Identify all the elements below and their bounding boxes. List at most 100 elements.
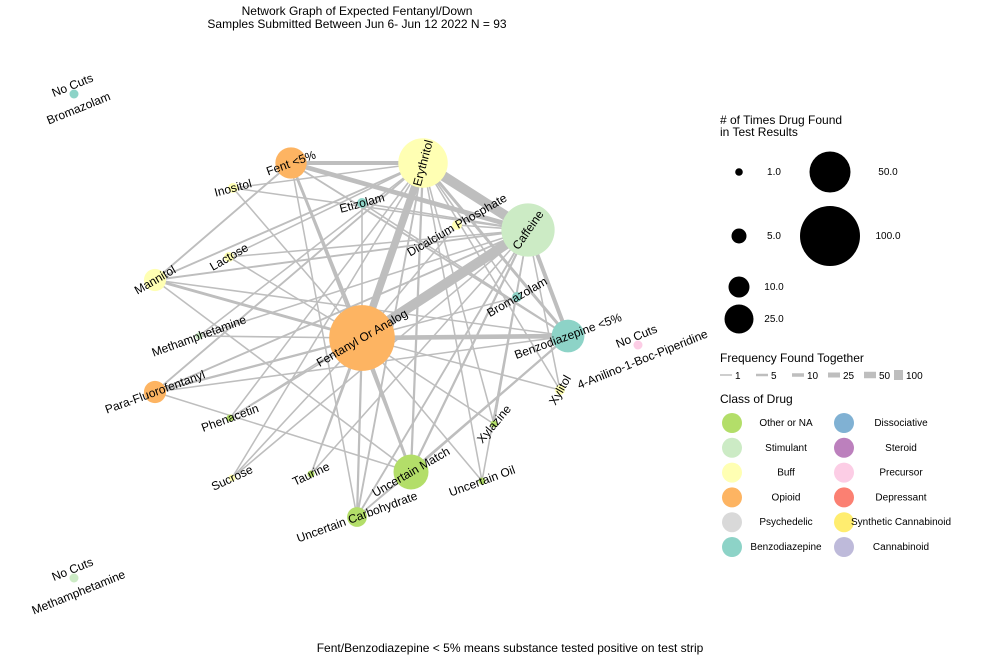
edge-paraf-erythritol <box>154 162 424 393</box>
edge-legend-label-50: 50 <box>879 371 891 382</box>
node-layer <box>69 89 643 583</box>
edge-taurine-caffeine <box>310 229 529 475</box>
edge-legend-label-1: 1 <box>735 371 741 382</box>
class-legend-label-depressant: Depressant <box>875 492 926 503</box>
edge-fentanyl-paraf <box>153 336 364 394</box>
node-inositol <box>228 183 238 193</box>
chart-title: Network Graph of Expected Fentanyl/Down <box>242 4 473 18</box>
class-legend-keys: Other or NA Stimulant Buff Opioid Psychedeli… <box>722 413 951 557</box>
edge-sucrose-erythritol <box>231 162 424 479</box>
edge-fent5-unccarb <box>290 162 358 518</box>
edge-mannitol-erythritol <box>154 162 424 281</box>
node-sucrose <box>228 474 236 482</box>
class-legend-swatch-steroid <box>834 437 854 458</box>
class-legend-swatch-dissociative <box>834 413 854 433</box>
size-legend-keys: 1.0 5.0 10.0 25.0 50.0 100.0 <box>724 151 901 334</box>
edge-uncmatch-caffeine <box>409 228 530 474</box>
size-legend-dot-25-0 <box>724 304 754 334</box>
size-legend-label-100-0: 100.0 <box>875 231 900 242</box>
node-fent-5 <box>275 147 307 179</box>
size-legend-label-5-0: 5.0 <box>767 231 781 242</box>
edge-fent5-caffeine <box>288 160 531 233</box>
class-legend-label-steroid: Steroid <box>885 443 917 454</box>
node-dicalcium-phosphate <box>452 220 462 230</box>
node-uncertain-oil <box>478 477 486 485</box>
size-legend-dot-10-0 <box>728 276 750 298</box>
size-legend-dot-1-0 <box>735 168 743 176</box>
edge-fentanyl-mannitol <box>153 278 364 340</box>
class-legend-swatch-other-or-na <box>722 413 742 433</box>
edge-lactose-erythritol <box>228 162 424 258</box>
node-no-cuts-methamphetamine <box>69 573 79 583</box>
edge-legend-label-25: 25 <box>843 371 855 382</box>
size-legend-dot-50-0 <box>809 151 851 193</box>
edge-inositol-caffeine <box>232 187 529 231</box>
class-legend-swatch-opioid <box>722 487 742 508</box>
edge-inositol-erythritol <box>232 162 424 189</box>
edge-inositol-fentanyl <box>232 187 363 339</box>
node-erythritol <box>398 138 448 188</box>
class-legend-label-precursor: Precursor <box>879 468 923 479</box>
edge-meth-caffeine <box>198 229 529 337</box>
edge-legend-label-100: 100 <box>906 371 923 382</box>
class-legend-label-buff: Buff <box>777 468 795 479</box>
node-etizolam <box>357 198 367 208</box>
node-para-fluorofentanyl <box>143 380 167 404</box>
class-legend-label-benzodiazepine: Benzodiazepine <box>750 542 822 553</box>
class-legend-swatch-synthetic-cannabinoid <box>834 512 854 533</box>
node-lactose <box>224 252 234 262</box>
edge-xylazine-caffeine <box>493 229 529 425</box>
node-uncertain-match <box>393 454 429 490</box>
node-benzodiazepine-5 <box>551 319 585 353</box>
edge-bromazolam-erythritol <box>422 162 518 298</box>
edge-fent5-benzo5 <box>290 162 569 337</box>
node-xylazine <box>490 420 498 428</box>
class-legend-label-synthetic-cannabinoid: Synthetic Cannabinoid <box>851 517 951 528</box>
node-bromazolam <box>512 292 522 302</box>
edge-legend-title: Frequency Found Together <box>720 351 864 365</box>
node-uncertain-carbohydrate <box>347 507 367 527</box>
size-legend-dot-5-0 <box>731 228 747 244</box>
size-legend-label-10-0: 10.0 <box>764 282 784 293</box>
class-legend-swatch-benzodiazepine <box>722 537 742 557</box>
edge-legend-label-10: 10 <box>807 371 819 382</box>
node-mannitol <box>143 268 167 292</box>
size-legend-label-1-0: 1.0 <box>767 167 781 178</box>
node-xylitol <box>555 385 565 395</box>
node-no-cuts-bromazolam <box>69 89 79 99</box>
edge-mannitol-caffeine <box>154 229 529 281</box>
edge-xylitol-erythritol <box>422 162 561 391</box>
chart-subtitle: Samples Submitted Between Jun 6- Jun 12 … <box>207 17 507 31</box>
class-legend-swatch-depressant <box>834 487 854 508</box>
class-legend-swatch-precursor <box>834 462 854 483</box>
size-legend-label-25-0: 25.0 <box>764 314 784 325</box>
edge-unccarb-caffeine <box>356 229 529 518</box>
class-legend-title: Class of Drug <box>720 392 793 406</box>
size-legend-dot-100-0 <box>800 206 860 266</box>
edge-legend-keys: 1 5 10 25 50 100 <box>720 370 923 382</box>
edge-paraf-caffeine <box>154 229 529 393</box>
class-legend-label-dissociative: Dissociative <box>874 418 928 429</box>
size-legend-title: # of Times Drug Found <box>720 113 842 127</box>
class-legend-label-psychedelic: Psychedelic <box>759 517 812 528</box>
class-legend-swatch-cannabinoid <box>834 537 854 557</box>
class-legend-swatch-buff <box>722 462 742 483</box>
class-legend-swatch-psychedelic <box>722 512 742 533</box>
class-legend-label-opioid: Opioid <box>772 492 801 503</box>
class-legend-swatch-stimulant <box>722 437 742 458</box>
legend: # of Times Drug Found in Test Results 1.… <box>720 113 951 557</box>
node-methamphetamine <box>195 332 203 340</box>
class-legend-label-cannabinoid: Cannabinoid <box>873 542 929 553</box>
edge-etizolam-caffeine <box>361 202 529 231</box>
node-phenacetin <box>226 414 234 422</box>
size-legend-label-50-0: 50.0 <box>878 167 898 178</box>
class-legend-label-stimulant: Stimulant <box>765 443 807 454</box>
size-legend-title-2: in Test Results <box>720 125 798 139</box>
edge-mannitol-uncmatch <box>154 279 412 473</box>
edge-legend-key-100 <box>894 370 903 380</box>
class-legend-label-other-or-na: Other or NA <box>759 418 813 429</box>
edge-xylazine-erythritol <box>422 162 495 425</box>
edge-meth-erythritol <box>198 162 424 337</box>
node-fentanyl-or-analog <box>329 305 395 371</box>
